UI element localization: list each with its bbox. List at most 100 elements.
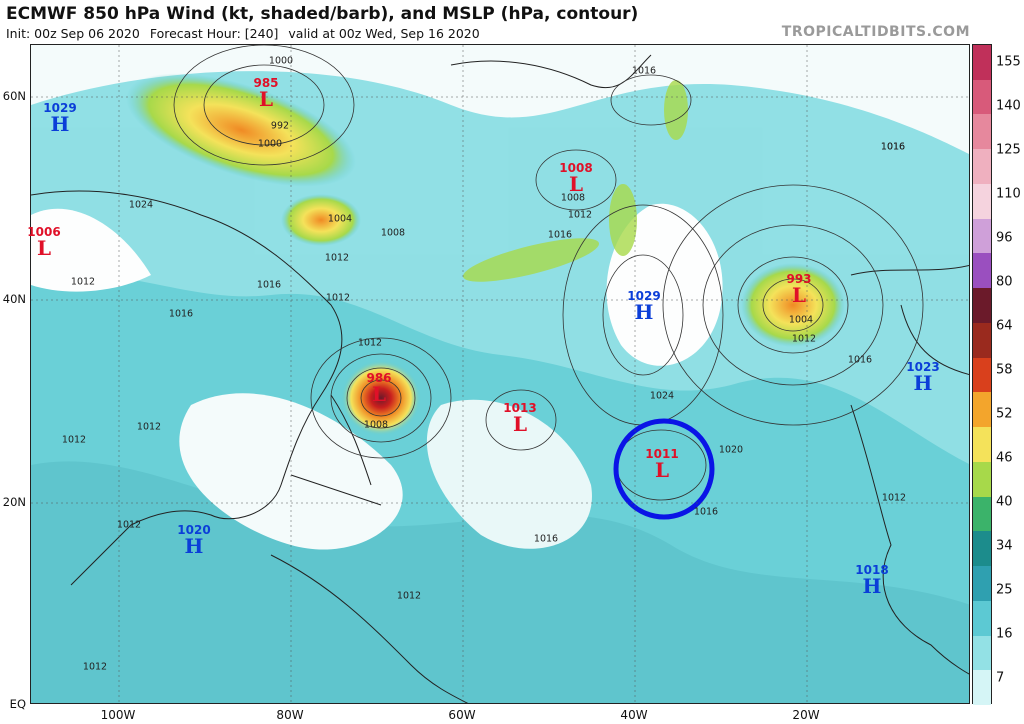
isobar-label: 1012 [791,333,817,345]
isobar-label: 1024 [649,390,675,402]
isobar-label: 1016 [533,533,559,545]
lon-label-100w: 100W [100,708,136,722]
highlight-circle [613,418,715,520]
strong-wind-zones [126,73,845,436]
colorbar-label: 80 [996,274,1013,290]
isobar-label: 1012 [396,590,422,602]
colorbar-segment [973,114,991,150]
colorbar-segment [973,183,991,220]
colorbar-segment [973,322,991,359]
isobar-label: 1000 [268,55,294,67]
isobar-label: 1016 [631,65,657,77]
isobar-label: 1004 [788,314,814,326]
pressure-low-1013: 1013 L [503,401,537,436]
colorbar-segment [973,253,991,289]
colorbar-label: 25 [996,582,1013,598]
isobar-label: 1008 [560,192,586,204]
lat-label-eq: EQ [9,697,26,711]
isobar-label: 1020 [718,444,744,456]
isobar-label: 1008 [363,419,389,431]
colorbar-segment [973,218,991,254]
isobar-label: 1000 [257,138,283,150]
colorbar-segment [973,670,991,706]
wind-shading [31,71,969,703]
colorbar-label: 34 [996,538,1013,554]
colorbar-segment [973,79,991,115]
coastlines [31,54,969,703]
valid-time: valid at 00z Wed, Sep 16 2020 [288,26,480,41]
isobar-label: 1012 [136,421,162,433]
colorbar-segment [973,357,991,393]
pressure-low-1006: 1006 L [27,225,61,260]
colorbar-label: 46 [996,450,1013,466]
isobar-label: 1016 [847,354,873,366]
colorbar-segment [973,496,991,532]
pressure-low-985: 985 L [253,76,279,111]
lat-label-20n: 20N [2,495,26,509]
pressure-high-1023: 1023 H [906,360,940,395]
init-time: Init: 00z Sep 06 2020 [6,26,140,41]
brand-watermark: TROPICALTIDBITS.COM [781,24,970,40]
map-title: ECMWF 850 hPa Wind (kt, shaded/barb), an… [6,4,639,24]
isobar-label: 1012 [567,209,593,221]
isobar-label: 1008 [380,227,406,239]
colorbar-label: 96 [996,230,1013,246]
colorbar-segment [973,531,991,567]
pressure-high-1018: 1018 H [855,563,889,598]
colorbar-segment [973,288,991,324]
pressure-low-993: 993 L [786,272,812,307]
lon-label-40w: 40W [620,708,648,722]
pressure-high-1029-west: 1029 H [43,101,77,136]
isobar-label: 1004 [327,213,353,225]
colorbar-segment [973,461,991,498]
pressure-low-1008: 1008 L [559,161,593,196]
colorbar-label: 16 [996,626,1013,642]
lon-label-80w: 80W [276,708,304,722]
colorbar-segment [973,635,991,671]
colorbar-segment [973,149,991,185]
colorbar-label: 110 [996,186,1021,202]
map-panel [30,44,970,704]
isobar-label: 1016 [256,279,282,291]
lon-label-60w: 60W [448,708,476,722]
colorbar-label: 7 [996,670,1005,686]
lon-label-20w: 20W [792,708,820,722]
colorbar-label: 40 [996,494,1013,510]
isobar-label: 1016 [880,141,906,153]
lat-label-60n: 60N [2,89,26,103]
isobar-label: 1012 [61,434,87,446]
isobar-label: 1012 [324,252,350,264]
isobar-label: 1012 [116,519,142,531]
map-graphics [31,45,969,703]
colorbar-segment [973,427,991,463]
isobar-label: 992 [270,120,290,132]
pressure-high-1029-central: 1029 H [627,289,661,324]
graticule [31,45,969,703]
isobar-label: 1012 [357,337,383,349]
isobar-label: 1016 [168,308,194,320]
colorbar-segment [973,566,991,602]
isobar-label: 1016 [693,506,719,518]
isobar-label: 1012 [881,492,907,504]
isobar-label: 1024 [128,199,154,211]
colorbar-label: 125 [996,142,1021,158]
pressure-high-1020: 1020 H [177,523,211,558]
map-subtitle: Init: 00z Sep 06 2020 Forecast Hour: [240… [6,26,480,41]
isobar-label: 1016 [547,229,573,241]
colorbar-segment [973,392,991,428]
isobars [173,45,924,501]
isobar-label: 1012 [70,276,96,288]
forecast-hour: Forecast Hour: [240] [149,26,279,41]
colorbar-label: 155 [996,54,1021,70]
pressure-low-986-hurricane: 986 L [366,371,392,406]
colorbar-label: 140 [996,98,1021,114]
colorbar-label: 58 [996,362,1013,378]
wind-colorbar [972,44,992,706]
colorbar-label: 52 [996,406,1013,422]
isobar-label: 1016 [880,141,906,153]
lat-label-40n: 40N [2,292,26,306]
colorbar-segment [973,600,991,637]
pressure-low-1011-circled: 1011 L [645,447,679,482]
colorbar-segment [973,45,991,81]
isobar-label: 1012 [325,292,351,304]
